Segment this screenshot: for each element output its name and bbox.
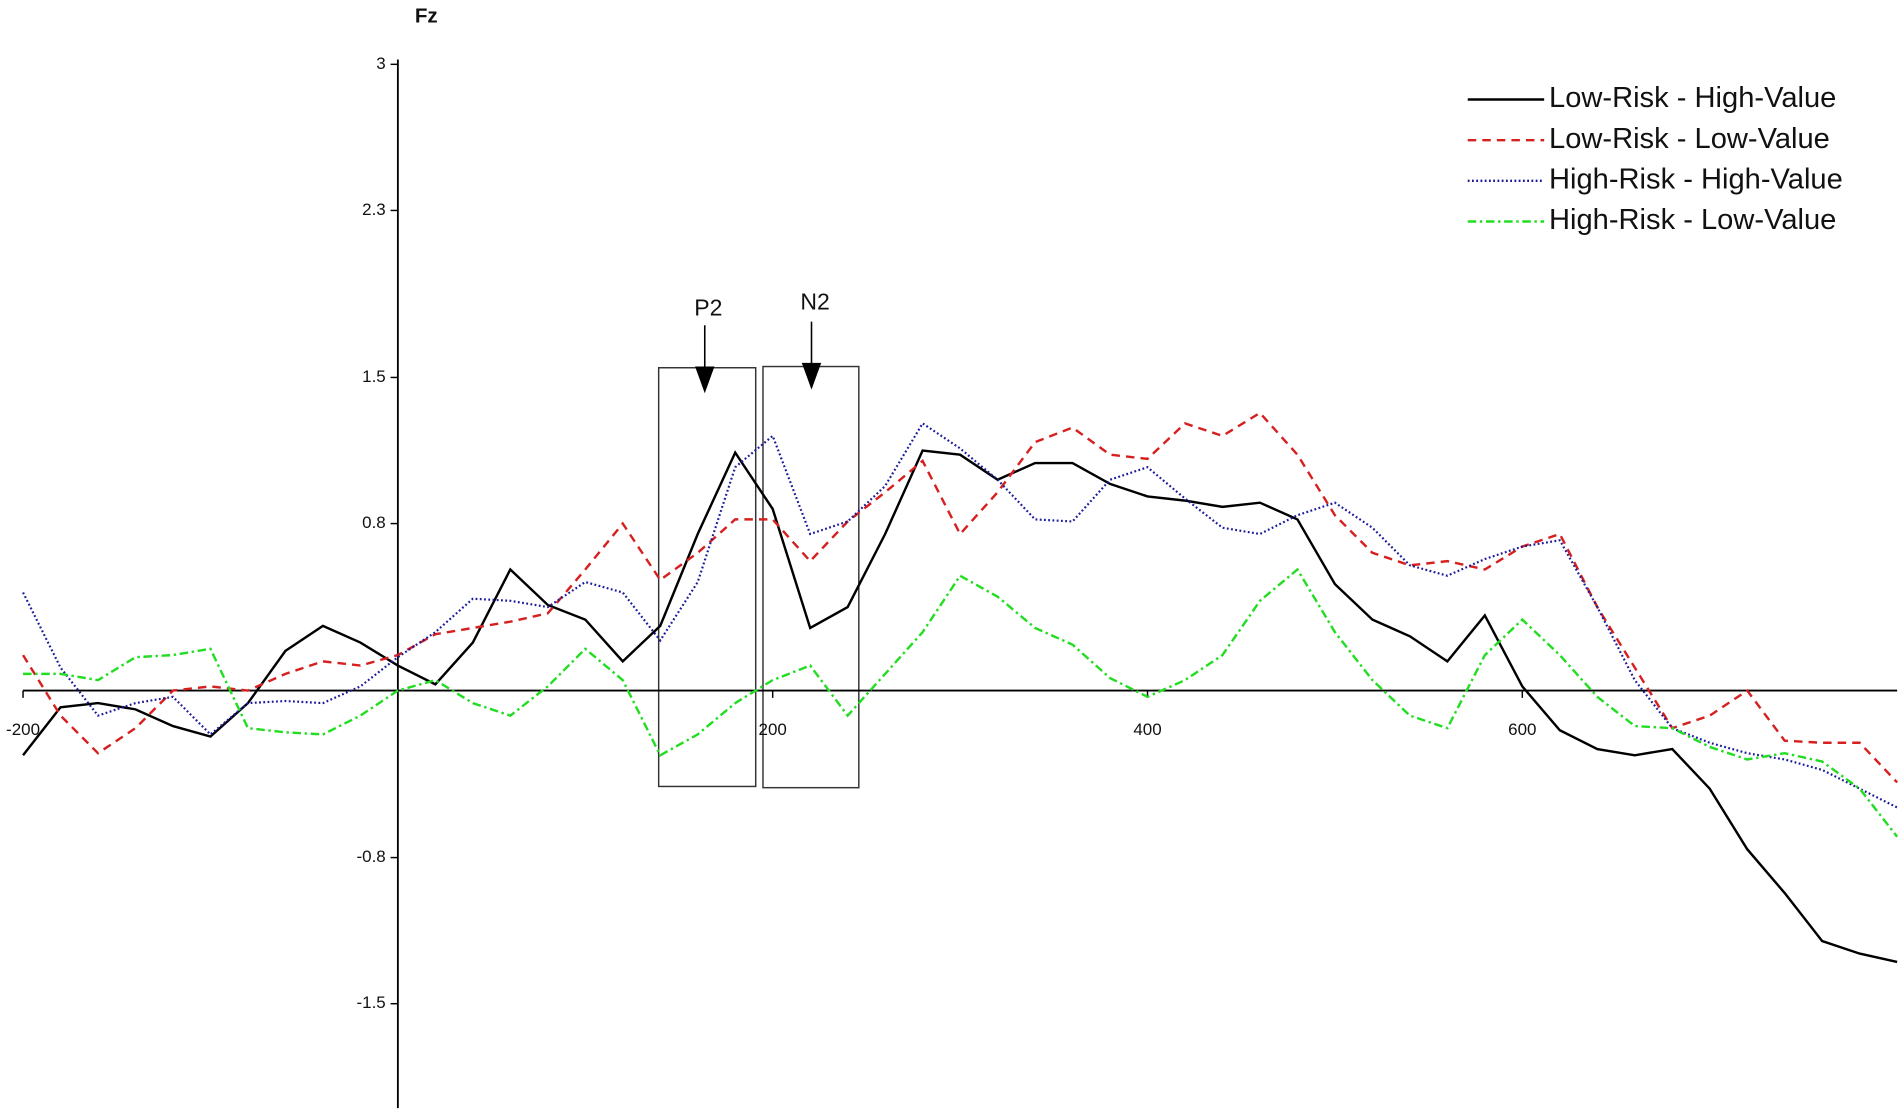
series-line (22, 411, 1899, 784)
y-tick-label: 1.5 (362, 367, 386, 386)
x-tick-label: 600 (1508, 720, 1536, 739)
legend-label: High-Risk - Low-Value (1549, 204, 1836, 236)
annotation: N2 (800, 289, 829, 315)
series-line (22, 449, 1898, 964)
legend-label: High-Risk - High-Value (1549, 164, 1843, 196)
series-line (22, 421, 1898, 809)
y-tick-label: -1.5 (356, 993, 385, 1012)
y-axis-label: Fz (415, 4, 438, 27)
y-tick-label: 2.3 (362, 200, 386, 219)
annotation: P2 (694, 295, 722, 321)
arrow-head (695, 366, 715, 394)
legend-label: Low-Risk - High-Value (1549, 82, 1836, 114)
p2-window (657, 367, 757, 788)
y-tick-label: 0.8 (362, 513, 386, 532)
arrow-head (801, 362, 822, 390)
y-tick-label: 3 (376, 54, 385, 73)
y-tick-label: -0.8 (356, 847, 385, 866)
x-tick-label: 400 (1133, 720, 1161, 739)
x-tick-label: -200 (6, 720, 40, 739)
legend-label: Low-Risk - Low-Value (1549, 123, 1830, 155)
series-line (23, 567, 1899, 838)
x-tick-label: 200 (759, 720, 787, 739)
